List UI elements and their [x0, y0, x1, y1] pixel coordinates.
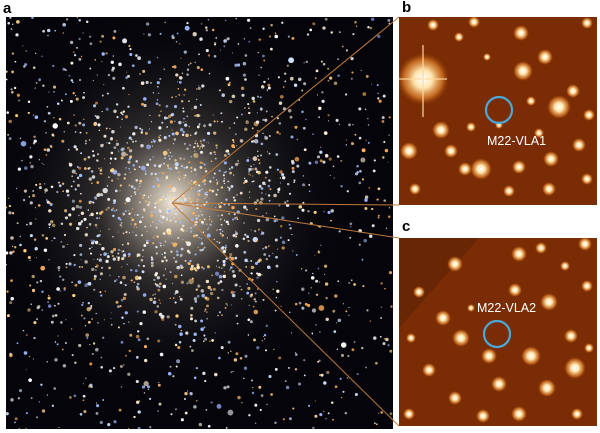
panel-label-b: b — [402, 0, 412, 16]
panel-label-c: c — [402, 218, 411, 235]
inset-image-c — [399, 238, 597, 426]
source-label-vla1: M22-VLA1 — [487, 134, 547, 148]
inset-panel-c: M22-VLA2 — [399, 238, 597, 426]
inset-panel-b: M22-VLA1 — [399, 17, 597, 205]
panel-label-a: a — [3, 0, 12, 17]
marker-circle-vla1 — [484, 95, 514, 125]
source-label-vla2: M22-VLA2 — [477, 301, 537, 315]
inset-image-b — [399, 17, 597, 205]
marker-circle-vla2 — [482, 319, 512, 349]
cluster-image-panel — [6, 17, 393, 429]
globular-cluster-image — [6, 17, 393, 429]
